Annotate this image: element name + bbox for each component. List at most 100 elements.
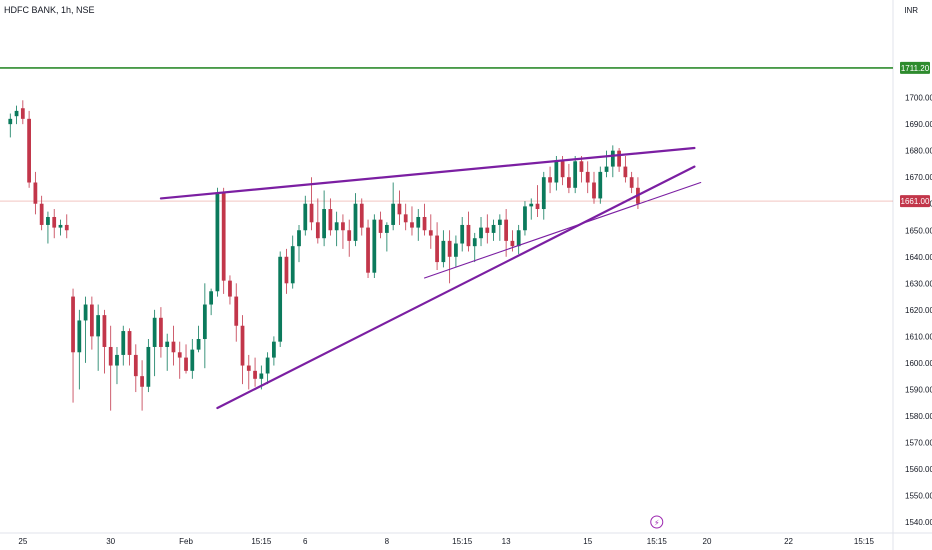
candle-body [560, 161, 565, 178]
candle-body [573, 161, 578, 188]
y-tick-label: 1590.00 [905, 385, 932, 394]
candle-body [535, 203, 540, 210]
candle-body [71, 296, 75, 353]
candle-body [140, 376, 144, 387]
candle-body [39, 203, 44, 225]
candle-body [504, 219, 509, 241]
candle-body [341, 222, 345, 231]
candle-body [372, 219, 377, 273]
y-tick-label: 1640.00 [905, 253, 932, 262]
candle-body [604, 166, 609, 172]
candle-body [89, 304, 94, 337]
candle-body [629, 177, 634, 188]
candle-body [491, 224, 496, 233]
x-tick-label: 6 [303, 537, 308, 546]
candle-body [416, 216, 421, 228]
candle-body [52, 216, 57, 228]
candle-body [403, 214, 408, 223]
candle-body [422, 216, 427, 231]
currency-label: INR [904, 6, 918, 15]
candle-body [115, 354, 119, 366]
candle-body [190, 349, 195, 371]
candle-body [315, 222, 320, 239]
candle-body [202, 304, 207, 340]
candle-body [359, 203, 364, 228]
y-tick-label: 1580.00 [905, 412, 932, 421]
candle-body [127, 331, 132, 355]
trendline-2 [216, 165, 696, 410]
y-tick-label: 1670.00 [905, 173, 932, 182]
last-price-label: 1661.00 [901, 197, 930, 206]
candle-body [184, 357, 188, 371]
candle-body [196, 339, 201, 350]
x-tick-label: 15:15 [647, 537, 668, 546]
candle-body [472, 238, 477, 247]
chart-title: HDFC BANK, 1h, NSE [4, 5, 95, 15]
candle-body [598, 171, 603, 199]
candle-body [20, 108, 25, 119]
candle-body [8, 118, 13, 125]
candle-body [466, 224, 471, 247]
candle-body [567, 177, 571, 188]
candle-body [460, 224, 465, 244]
candle-body [108, 346, 113, 366]
candle-body [529, 203, 534, 207]
candle-body [366, 227, 370, 273]
candle-body [284, 256, 289, 284]
candle-body [240, 325, 245, 366]
x-tick-label: 15:15 [854, 537, 875, 546]
candle-body [228, 280, 232, 297]
y-tick-label: 1570.00 [905, 438, 932, 447]
candle-body [334, 222, 339, 231]
candle-body [165, 341, 170, 347]
y-tick-label: 1610.00 [905, 332, 932, 341]
y-tick-label: 1620.00 [905, 306, 932, 315]
x-tick-label: Feb [179, 537, 193, 546]
candle-body [378, 219, 383, 233]
candle-body [265, 357, 270, 374]
candle-body [523, 206, 527, 231]
candle-body [391, 203, 396, 225]
candle-body [297, 230, 301, 247]
candle-body [328, 209, 333, 231]
candle-body [435, 235, 439, 263]
candle-body [152, 317, 157, 347]
y-tick-label: 1600.00 [905, 359, 932, 368]
candle-body [221, 193, 226, 281]
x-tick-label: 8 [385, 537, 390, 546]
candle-body [428, 230, 433, 236]
y-tick-label: 1700.00 [905, 94, 932, 103]
candle-body [479, 227, 483, 239]
candle-body [159, 317, 163, 347]
candle-body [579, 161, 584, 172]
candle-body [64, 224, 69, 231]
x-tick-label: 15 [583, 537, 592, 546]
trendline-3 [423, 181, 702, 279]
candle-body [83, 304, 88, 321]
candle-body [384, 224, 389, 233]
y-tick-label: 1630.00 [905, 279, 932, 288]
candle-body [246, 365, 251, 371]
candle-body [516, 230, 521, 247]
y-tick-label: 1560.00 [905, 465, 932, 474]
x-tick-label: 15:15 [452, 537, 473, 546]
candle-body [347, 230, 352, 241]
candle-body [46, 216, 50, 225]
candle-body [397, 203, 402, 215]
candle-body [102, 315, 107, 347]
candle-body [272, 341, 276, 358]
last-price-tag [900, 195, 930, 208]
candle-body [33, 182, 38, 204]
candle-body [253, 370, 257, 379]
x-tick-label: 30 [106, 537, 115, 546]
candle-body [322, 209, 326, 239]
candle-body [146, 346, 151, 387]
candle-body [610, 150, 615, 167]
candle-body [497, 219, 502, 225]
candle-body [592, 182, 596, 199]
event-marker-icon [650, 515, 664, 529]
candle-body [234, 296, 239, 326]
y-tick-label: 1690.00 [905, 120, 932, 129]
x-tick-label: 22 [784, 537, 793, 546]
